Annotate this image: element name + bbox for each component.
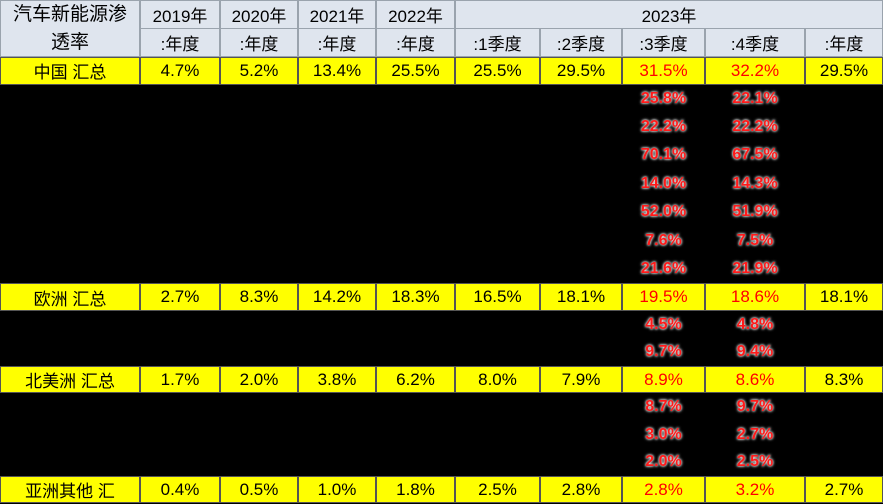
summary-value: 8.3%	[220, 283, 298, 311]
detail-value: 51.9%	[732, 203, 778, 221]
summary-value: 16.5%	[455, 283, 540, 311]
period-header: :2季度	[540, 28, 622, 57]
summary-value: 29.5%	[540, 57, 622, 85]
year-header: 2021年	[298, 0, 376, 29]
period-header: :1季度	[455, 28, 540, 57]
detail-value: 25.8%	[640, 89, 687, 107]
detail-value: 4.5%	[645, 315, 682, 333]
detail-value: 2.7%	[736, 425, 774, 443]
period-header: :3季度	[622, 28, 705, 57]
summary-value: 29.5%	[805, 57, 883, 85]
summary-value: 1.8%	[376, 475, 455, 504]
detail-value: 22.2%	[640, 118, 687, 136]
summary-value: 18.1%	[540, 283, 622, 311]
summary-value: 2.8%	[622, 475, 705, 504]
detail-value: 3.0%	[645, 425, 682, 443]
detail-value: 2.0%	[645, 453, 682, 471]
detail-value: 9.7%	[736, 398, 774, 416]
summary-value: 1.0%	[298, 475, 376, 504]
table-title: 汽车新能源渗透率	[0, 0, 140, 57]
detail-value: 4.8%	[736, 315, 774, 333]
detail-value: 70.1%	[640, 146, 687, 164]
summary-value: 2.7%	[805, 475, 883, 504]
summary-value: 18.3%	[376, 283, 455, 311]
period-header: :年度	[220, 28, 298, 57]
period-header: :年度	[298, 28, 376, 57]
summary-value: 19.5%	[622, 283, 705, 311]
summary-value: 1.7%	[140, 365, 220, 394]
summary-label: 亚洲其他 汇	[0, 475, 140, 504]
summary-value: 7.9%	[540, 365, 622, 394]
summary-value: 2.8%	[540, 475, 622, 504]
summary-value: 2.7%	[140, 283, 220, 311]
period-header: :年度	[805, 28, 883, 57]
summary-value: 0.4%	[140, 475, 220, 504]
summary-value: 5.2%	[220, 57, 298, 85]
summary-value: 0.5%	[220, 475, 298, 504]
detail-value: 52.0%	[640, 203, 687, 221]
detail-value: 9.4%	[736, 343, 774, 361]
period-header: :年度	[140, 28, 220, 57]
summary-value: 8.3%	[805, 365, 883, 394]
detail-value: 14.3%	[732, 174, 778, 192]
detail-value: 8.7%	[645, 398, 682, 416]
summary-value: 31.5%	[622, 57, 705, 85]
summary-label: 欧洲 汇总	[0, 283, 140, 311]
summary-value: 4.7%	[140, 57, 220, 85]
detail-value: 9.7%	[645, 343, 682, 361]
summary-value: 14.2%	[298, 283, 376, 311]
period-header: :年度	[376, 28, 455, 57]
summary-label: 中国 汇总	[0, 57, 140, 85]
year-header: 2023年	[455, 0, 883, 29]
summary-value: 8.9%	[622, 365, 705, 394]
summary-value: 2.5%	[455, 475, 540, 504]
summary-value: 25.5%	[376, 57, 455, 85]
summary-value: 32.2%	[705, 57, 805, 85]
period-header: :4季度	[705, 28, 805, 57]
detail-value: 7.6%	[645, 231, 682, 249]
summary-value: 8.6%	[705, 365, 805, 394]
summary-label: 北美洲 汇总	[0, 365, 140, 394]
year-header: 2019年	[140, 0, 220, 29]
year-header: 2022年	[376, 0, 455, 29]
summary-value: 3.8%	[298, 365, 376, 394]
detail-value: 2.5%	[736, 453, 774, 471]
detail-value: 22.1%	[732, 89, 778, 107]
summary-value: 25.5%	[455, 57, 540, 85]
detail-value: 21.9%	[732, 260, 778, 278]
detail-value: 7.5%	[736, 231, 774, 249]
detail-value: 22.2%	[732, 118, 778, 136]
summary-value: 2.0%	[220, 365, 298, 394]
detail-value: 14.0%	[640, 174, 687, 192]
summary-value: 13.4%	[298, 57, 376, 85]
summary-value: 18.6%	[705, 283, 805, 311]
summary-value: 3.2%	[705, 475, 805, 504]
summary-value: 8.0%	[455, 365, 540, 394]
detail-value: 67.5%	[732, 146, 778, 164]
year-header: 2020年	[220, 0, 298, 29]
summary-value: 6.2%	[376, 365, 455, 394]
detail-value: 21.6%	[640, 260, 687, 278]
summary-value: 18.1%	[805, 283, 883, 311]
